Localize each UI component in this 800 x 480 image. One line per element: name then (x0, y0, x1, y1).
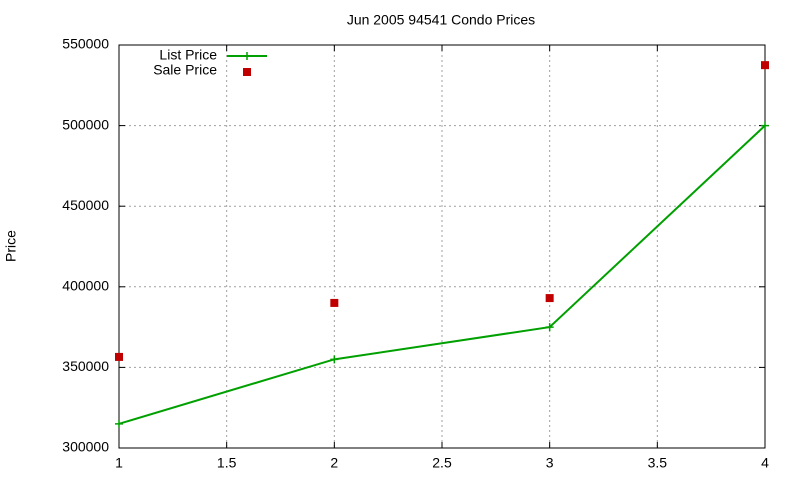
legend-marker (243, 68, 251, 76)
data-point (330, 355, 339, 364)
data-point (545, 323, 554, 332)
x-tick-label: 2 (330, 455, 338, 471)
y-tick-label: 550000 (62, 36, 109, 52)
y-tick-label: 300000 (62, 439, 109, 455)
plot-frame (118, 44, 766, 449)
legend-marker (243, 52, 251, 60)
series-line (118, 124, 766, 425)
data-point (545, 294, 554, 303)
chart-title: Jun 2005 94541 Condo Prices (347, 12, 535, 28)
data-point (761, 121, 769, 130)
x-tick-label: 3 (546, 455, 554, 471)
y-tick-label: 350000 (62, 358, 109, 374)
data-point (115, 352, 123, 361)
x-tick-label: 1.5 (217, 455, 237, 471)
legend-label: List Price (159, 47, 217, 63)
data-point (761, 61, 769, 70)
y-tick-label: 400000 (62, 278, 109, 294)
data-point (115, 419, 123, 428)
y-axis-label: Price (3, 230, 19, 262)
x-tick-label: 2.5 (432, 455, 452, 471)
data-point (330, 298, 339, 307)
y-tick-label: 500000 (62, 116, 109, 132)
x-tick-label: 1 (115, 455, 123, 471)
legend-label: Sale Price (153, 62, 217, 78)
x-tick-label: 4 (761, 455, 769, 471)
x-tick-label: 3.5 (648, 455, 668, 471)
y-tick-label: 450000 (62, 197, 109, 213)
